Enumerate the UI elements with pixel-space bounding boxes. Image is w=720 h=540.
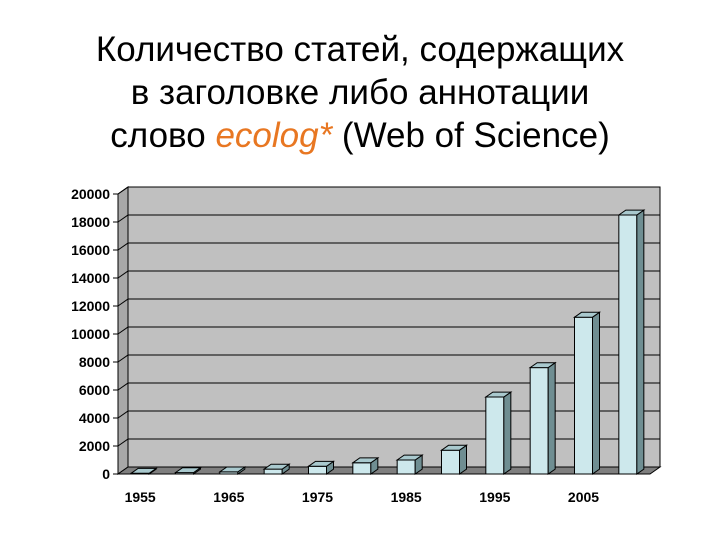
bar-side-2005 [592,311,600,475]
bar-1985 [396,459,416,475]
y-tick-label: 14000 [71,270,110,286]
bar-top-1970 [262,463,291,470]
x-tick-label: 1955 [125,489,156,505]
bar-2010 [618,214,638,475]
bar-top-2010 [617,209,646,216]
y-tick-label: 4000 [79,410,110,426]
bar-top-1995 [484,391,513,398]
gridline [117,186,660,195]
x-tick-label: 1995 [479,489,510,505]
y-tick-label: 8000 [79,354,110,370]
y-tick-label: 10000 [71,326,110,342]
bar-2000 [529,367,549,475]
bar-1980 [352,462,372,475]
title-line-3-prefix: слово [110,116,216,155]
gridline [117,438,660,447]
bar-side-2000 [547,361,556,475]
chart-title: Количество статей, содержащих в заголовк… [0,28,720,157]
gridline [117,326,660,335]
y-tick-label: 18000 [71,214,110,230]
gridline [117,410,660,419]
y-tick-label: 6000 [79,382,110,398]
y-tick-label: 20000 [71,186,110,202]
gridline [117,354,660,363]
y-tick-label: 12000 [71,298,110,314]
bar-top-1975 [306,460,336,467]
bar-top-1990 [439,444,469,451]
y-tick-label: 16000 [71,242,110,258]
gridline [117,214,660,223]
gridline [117,270,660,279]
y-tick-label: 2000 [79,438,110,454]
x-tick-label: 1985 [391,489,422,505]
y-tick-label: 0 [102,466,110,482]
gridline [117,382,660,391]
bar-side-2010 [636,209,645,475]
bar-side-1995 [503,391,512,475]
bar-top-2000 [528,362,557,369]
bar-2005 [574,316,593,475]
bar-1995 [485,396,505,475]
title-line-3: слово ecolog* (Web of Science) [0,114,720,157]
x-tick-label: 2005 [568,489,599,505]
title-line-1: Количество статей, содержащих [95,30,625,69]
x-tick-label: 1965 [213,489,244,505]
x-tick-label: 1975 [302,489,333,505]
bar-1970 [263,468,283,475]
bar-top-1955 [129,467,158,474]
bar-1975 [308,465,327,475]
bar-top-1985 [395,454,424,461]
bar-1990 [441,449,460,475]
gridline [117,242,660,251]
bar-top-1980 [351,457,380,464]
title-line-3-suffix: (Web of Science) [332,116,610,155]
bar-top-1965 [218,466,247,473]
bar-top-2005 [572,311,602,318]
title-highlight-term: ecolog* [215,116,333,155]
gridline [117,298,660,307]
bar-top-1960 [173,467,203,474]
title-line-2: в заголовке либо аннотации [130,73,590,112]
